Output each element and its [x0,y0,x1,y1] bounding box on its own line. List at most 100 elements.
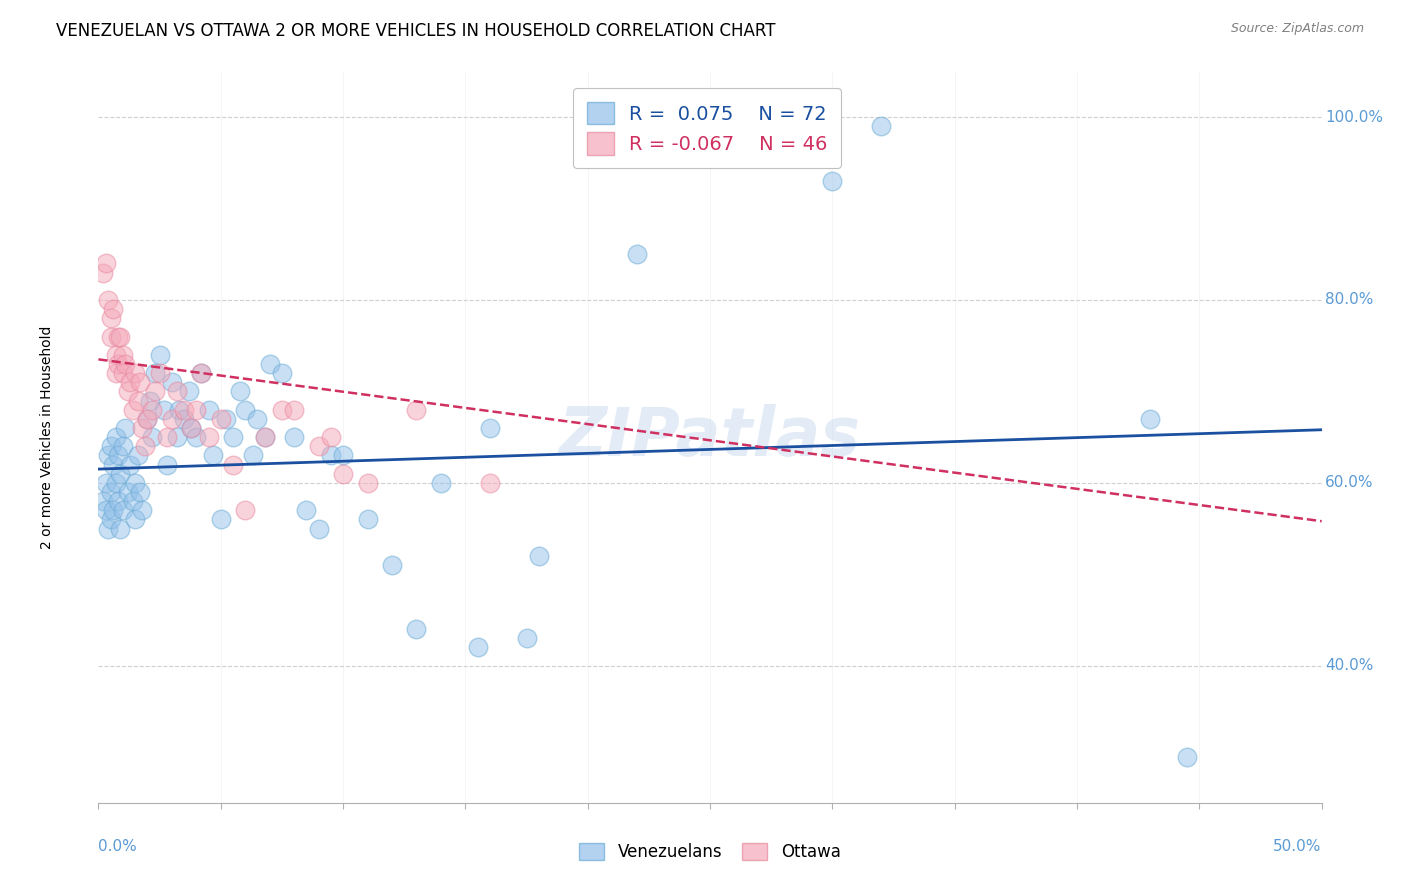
Point [110,467,132,481]
Point [209,411,232,425]
Point [104,475,127,490]
Point [381,558,404,573]
Text: 60.0%: 60.0% [1326,475,1374,491]
Point [110,329,132,343]
Point [160,411,183,425]
Point [270,402,294,417]
Point [405,622,427,636]
Point [356,512,378,526]
Point [131,503,153,517]
Text: 0.0%: 0.0% [98,839,138,855]
Point [253,430,276,444]
Point [136,411,159,425]
Point [156,458,179,472]
Point [114,357,136,371]
Point [127,393,149,408]
Point [332,467,354,481]
Point [197,430,219,444]
Point [190,366,212,380]
Point [129,376,152,390]
Point [104,430,127,444]
Point [124,512,146,526]
Text: 40.0%: 40.0% [1326,658,1374,673]
Legend: Venezuelans, Ottawa: Venezuelans, Ottawa [572,836,848,868]
Point [100,439,122,453]
Point [91,266,114,280]
Point [253,430,276,444]
Point [127,449,149,463]
Point [101,458,124,472]
Point [141,430,163,444]
Point [141,402,163,417]
Point [100,512,122,526]
Point [283,402,305,417]
Point [94,256,117,270]
Point [134,439,156,453]
Point [107,494,129,508]
Point [319,449,342,463]
Point [117,485,139,500]
Point [110,521,132,535]
Point [214,411,236,425]
Point [202,449,225,463]
Point [117,384,139,399]
Point [180,421,202,435]
Point [120,458,142,472]
Point [405,402,427,417]
Point [149,366,172,380]
Point [197,402,219,417]
Point [111,503,134,517]
Point [870,120,893,134]
Point [190,366,212,380]
Point [186,430,208,444]
Point [246,411,269,425]
Point [100,329,122,343]
Point [100,485,122,500]
Point [107,329,129,343]
Point [104,366,127,380]
Text: VENEZUELAN VS OTTAWA 2 OR MORE VEHICLES IN HOUSEHOLD CORRELATION CHART: VENEZUELAN VS OTTAWA 2 OR MORE VEHICLES … [56,22,776,40]
Point [233,402,256,417]
Point [478,421,501,435]
Point [107,357,129,371]
Point [129,485,152,500]
Point [173,411,195,425]
Point [626,247,648,261]
Point [259,357,281,371]
Point [131,421,153,435]
Point [167,402,190,417]
Point [111,366,134,380]
Point [97,521,120,535]
Point [180,421,202,435]
Point [295,503,318,517]
Point [97,293,120,307]
Point [430,475,453,490]
Point [270,366,294,380]
Point [124,475,146,490]
Point [156,430,179,444]
Point [139,393,162,408]
Point [242,449,264,463]
Text: ZIPatlas: ZIPatlas [560,404,860,470]
Point [107,449,129,463]
Text: 80.0%: 80.0% [1326,293,1374,308]
Point [136,411,159,425]
Point [104,348,127,362]
Point [527,549,550,563]
Point [177,384,200,399]
Point [229,384,252,399]
Point [97,449,120,463]
Point [821,174,844,188]
Point [100,311,122,326]
Point [149,348,172,362]
Point [173,402,195,417]
Point [356,475,378,490]
Point [111,439,134,453]
Text: 100.0%: 100.0% [1326,110,1384,125]
Point [91,494,114,508]
Text: Source: ZipAtlas.com: Source: ZipAtlas.com [1230,22,1364,36]
Point [153,402,176,417]
Point [94,503,117,517]
Point [166,430,188,444]
Point [209,512,232,526]
